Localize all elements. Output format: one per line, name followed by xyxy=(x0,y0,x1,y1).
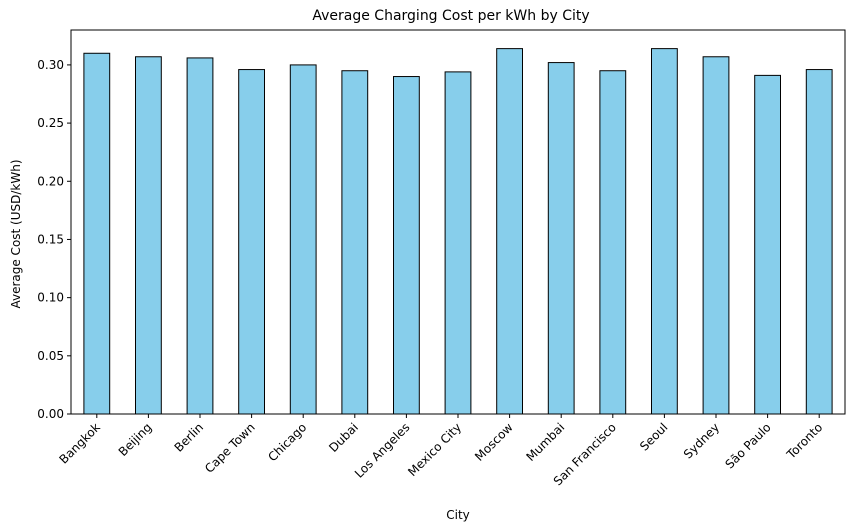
x-tick-label: Chicago xyxy=(265,420,309,464)
y-tick-label: 0.05 xyxy=(37,349,64,363)
bar-cape-town xyxy=(238,69,265,415)
plot-frame xyxy=(70,29,846,415)
x-tick-label: Berlin xyxy=(172,420,207,455)
y-tick-label: 0.10 xyxy=(37,291,64,305)
bar-mumbai xyxy=(547,62,575,415)
bar-chicago xyxy=(289,64,317,415)
bar-san-francisco xyxy=(599,70,627,415)
bar-bangkok xyxy=(83,52,111,415)
x-tick-label: Sydney xyxy=(681,420,722,461)
bar-seoul xyxy=(651,48,678,415)
x-tick-label: Los Angeles xyxy=(352,420,413,481)
x-tick-label: Seoul xyxy=(637,420,670,453)
y-tick-label: 0.15 xyxy=(37,232,64,246)
x-tick-label: Beijing xyxy=(116,420,155,459)
bars-group xyxy=(83,48,833,415)
bar-sydney xyxy=(702,56,730,415)
x-tick-label: Mexico City xyxy=(405,420,464,479)
x-axis-label: City xyxy=(446,508,470,522)
bar-toronto xyxy=(805,69,833,415)
x-tick-label: Cape Town xyxy=(202,420,258,476)
x-tick-label: São Paulo xyxy=(722,420,773,471)
y-tick-label: 0.20 xyxy=(37,174,64,188)
bar-beijing xyxy=(135,56,162,415)
x-tick-label: Toronto xyxy=(783,420,825,462)
y-tick-label: 0.30 xyxy=(37,58,64,72)
x-tick-label: Dubai xyxy=(326,420,361,455)
bar-dubai xyxy=(341,70,369,415)
bar-moscow xyxy=(496,48,524,415)
x-tick-label: Moscow xyxy=(472,420,516,464)
chart-title: Average Charging Cost per kWh by City xyxy=(312,8,589,24)
x-tick-label: Bangkok xyxy=(57,420,103,466)
y-tick-label: 0.00 xyxy=(37,407,64,421)
y-axis-label: Average Cost (USD/kWh) xyxy=(9,159,23,308)
bar-los-angeles xyxy=(393,76,420,415)
bar-mexico-city xyxy=(444,71,472,415)
bar-berlin xyxy=(186,57,214,415)
x-tick-label: Mumbai xyxy=(524,420,568,464)
y-tick-label: 0.25 xyxy=(37,116,64,130)
bar-são-paulo xyxy=(754,74,782,415)
y-axis: 0.00 0.05 0.10 0.15 0.20 0.25 0.30 xyxy=(37,58,71,421)
